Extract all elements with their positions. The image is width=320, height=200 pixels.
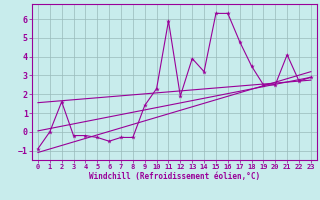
X-axis label: Windchill (Refroidissement éolien,°C): Windchill (Refroidissement éolien,°C) [89, 172, 260, 181]
